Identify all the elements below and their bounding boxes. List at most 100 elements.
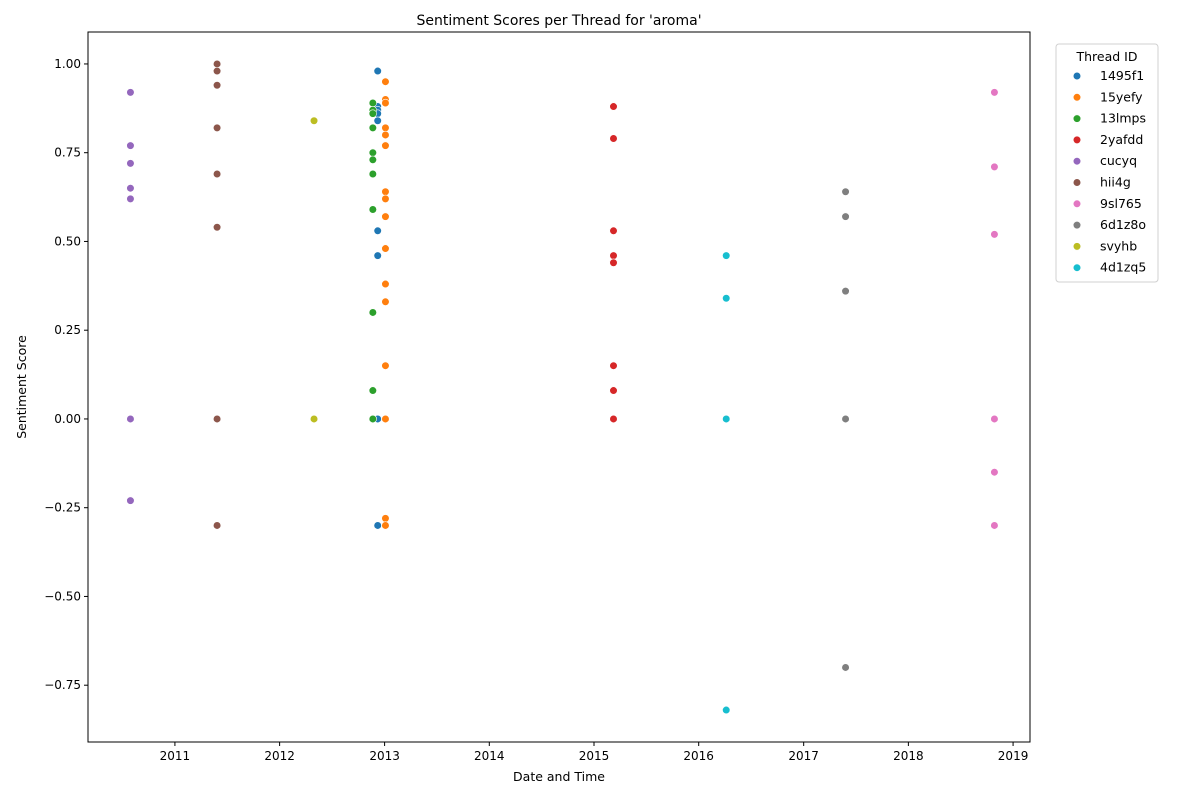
data-point: [381, 514, 390, 523]
data-point: [381, 361, 390, 370]
data-point: [373, 226, 382, 235]
chart-title: Sentiment Scores per Thread for 'aroma': [416, 13, 701, 29]
data-point: [368, 205, 377, 214]
data-point: [126, 141, 135, 150]
data-point: [212, 521, 222, 530]
data-point: [373, 116, 382, 125]
data-point: [841, 287, 850, 296]
data-point: [381, 212, 390, 221]
series-9sl765: [990, 88, 999, 530]
data-point: [126, 159, 135, 168]
data-point: [381, 244, 390, 253]
data-point: [212, 223, 222, 232]
x-tick-label: 2014: [474, 749, 505, 763]
legend-label: hii4g: [1100, 175, 1131, 190]
data-point: [212, 414, 222, 424]
data-point: [368, 155, 377, 164]
legend-box: [1055, 43, 1159, 283]
data-point: [381, 130, 390, 140]
legend-label: 13lmps: [1100, 111, 1146, 126]
data-point: [381, 98, 390, 108]
x-axis-label: Date and Time: [513, 769, 605, 784]
data-point: [381, 194, 390, 203]
data-point: [368, 414, 377, 424]
y-tick-label: 0.50: [54, 234, 81, 248]
data-point: [990, 468, 999, 477]
data-point: [381, 123, 390, 132]
data-point: [373, 521, 382, 530]
data-point: [841, 212, 850, 221]
data-point: [373, 66, 382, 76]
data-point: [126, 194, 135, 203]
legend-marker: [1072, 93, 1082, 102]
x-tick-label: 2019: [998, 749, 1029, 763]
data-point: [368, 386, 377, 395]
x-tick-label: 2011: [160, 749, 191, 763]
data-point: [126, 496, 135, 505]
data-point: [722, 414, 731, 424]
series-4d1zq5: [722, 251, 731, 715]
y-tick-label: 0.00: [54, 412, 81, 426]
data-point: [722, 251, 731, 260]
data-point: [609, 414, 618, 424]
legend-title: Thread ID: [1076, 49, 1138, 64]
data-point: [609, 226, 618, 235]
y-axis-label: Sentiment Score: [14, 335, 29, 439]
series-hii4g: [212, 59, 222, 530]
legend-label: 6d1z8o: [1100, 217, 1146, 232]
legend-marker: [1072, 242, 1082, 251]
legend-label: svyhb: [1100, 238, 1137, 253]
data-point: [381, 279, 390, 289]
legend-marker: [1072, 71, 1082, 81]
data-point: [368, 98, 377, 108]
data-point: [126, 184, 135, 193]
data-point: [841, 414, 850, 424]
data-point: [309, 116, 319, 125]
data-point: [212, 123, 222, 132]
data-point: [368, 123, 377, 132]
data-point: [609, 361, 618, 370]
data-point: [373, 251, 382, 260]
y-tick-label: −0.50: [44, 589, 81, 603]
series-6d1z8o: [841, 187, 850, 672]
series-15yefy: [381, 77, 390, 530]
data-point: [126, 414, 135, 424]
data-point: [212, 66, 222, 76]
data-point: [609, 258, 618, 267]
data-point: [609, 386, 618, 395]
data-point: [609, 134, 618, 143]
series-svyhb: [309, 116, 319, 424]
plot-frame: [87, 31, 1031, 743]
legend-label: cucyq: [1100, 153, 1137, 168]
legend: Thread ID 1495f1 15yefy 13lmps 2yafdd cucyq h…: [1055, 43, 1159, 283]
data-point: [381, 141, 390, 150]
legend-marker: [1072, 157, 1082, 166]
data-point: [381, 77, 390, 86]
series-cucyq: [126, 88, 135, 505]
data-point: [381, 297, 390, 306]
legend-label: 9sl765: [1100, 196, 1142, 211]
data-point: [609, 102, 618, 111]
data-point: [368, 109, 377, 118]
x-tick-label: 2012: [264, 749, 295, 763]
data-point: [368, 169, 377, 179]
x-tick-label: 2017: [788, 749, 819, 763]
x-tick-label: 2016: [683, 749, 714, 763]
series-13lmps: [368, 98, 377, 424]
legend-label: 4d1zq5: [1100, 260, 1146, 275]
data-point: [722, 705, 731, 715]
data-point: [722, 294, 731, 303]
legend-label: 15yefy: [1100, 89, 1143, 104]
data-point: [368, 308, 377, 317]
data-point: [126, 88, 135, 97]
data-point: [381, 521, 390, 530]
data-point: [212, 81, 222, 90]
data-point: [841, 187, 850, 196]
data-point: [990, 230, 999, 239]
legend-marker: [1072, 135, 1082, 144]
x-tick-label: 2018: [893, 749, 924, 763]
data-point: [841, 663, 850, 672]
legend-marker: [1072, 178, 1082, 187]
